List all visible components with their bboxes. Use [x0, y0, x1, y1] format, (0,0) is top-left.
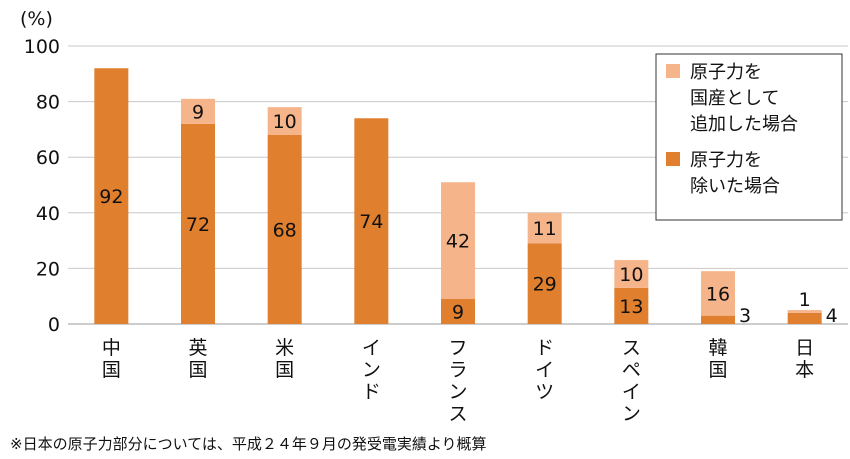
x-tick-label: ツ [535, 381, 554, 403]
bar-base [527, 243, 562, 324]
bar-base [267, 134, 302, 324]
bar-added [181, 98, 215, 124]
x-tick-label: ス [622, 337, 641, 359]
x-tick-label: ラ [448, 359, 467, 381]
data-label-added: 16 [706, 283, 730, 305]
bar-base [701, 315, 735, 324]
x-tick-label: イ [535, 359, 554, 381]
data-label-added: 1 [799, 289, 811, 311]
x-tick-label: ス [448, 403, 467, 425]
legend-box [655, 53, 843, 221]
data-label-added: 10 [619, 264, 643, 286]
y-axis: 0 20 40 60 80 100 [24, 36, 60, 336]
bar-base [354, 118, 389, 324]
y-axis-label: (%) [20, 8, 53, 30]
data-label-base: 9 [452, 301, 464, 323]
bar-base [441, 298, 475, 324]
x-tick-label: 日 [795, 337, 814, 359]
y-tick-label: 40 [36, 203, 60, 225]
bars: 92 72 9 68 10 74 9 42 29 11 13 10 3 16 41 [94, 68, 838, 327]
data-label-base: 72 [186, 214, 210, 236]
x-tick-label: イ [622, 381, 641, 403]
legend-label: 原子力を [690, 150, 762, 171]
bar-added [441, 182, 475, 299]
bar-added [701, 271, 735, 316]
data-label-base: 4 [826, 305, 838, 327]
data-label-base: 3 [739, 305, 751, 327]
x-tick-label: ン [622, 403, 641, 425]
data-label-added: 10 [273, 111, 297, 133]
x-tick-label: ペ [622, 359, 641, 381]
data-label-added: 11 [533, 218, 557, 240]
x-tick-label: 韓 [708, 337, 727, 359]
bar-added [614, 260, 649, 288]
y-tick-label: 60 [36, 147, 60, 169]
x-tick-label: フ [448, 337, 467, 359]
y-tick-label: 80 [36, 92, 60, 114]
legend-label: 除いた場合 [690, 176, 780, 197]
bar-added [267, 107, 302, 135]
data-label-base: 68 [273, 219, 297, 241]
data-label-base: 13 [619, 296, 643, 318]
x-tick-label: ド [535, 337, 554, 359]
x-tick-label: 中 [102, 337, 121, 359]
x-tick-label: 本 [795, 359, 814, 381]
x-tick-label: 米 [275, 337, 294, 359]
x-tick-label: 国 [275, 359, 294, 381]
x-tick-label: 国 [102, 359, 121, 381]
x-tick-label: ド [362, 381, 381, 403]
bar-base [94, 68, 129, 325]
x-tick-label: 国 [188, 359, 207, 381]
data-label-base: 74 [359, 211, 383, 233]
x-tick-label: 国 [708, 359, 727, 381]
data-label-added: 42 [446, 231, 470, 253]
data-label-added: 9 [192, 101, 204, 123]
data-label-base: 29 [533, 274, 557, 296]
x-tick-label: イ [362, 337, 381, 359]
footnote: ※日本の原子力部分については、平成２４年９月の発受電実績より概算 [10, 435, 487, 453]
y-tick-label: 0 [48, 314, 60, 336]
legend-label: 追加した場合 [690, 114, 798, 135]
y-tick-label: 100 [24, 36, 60, 58]
legend-swatch [666, 152, 680, 166]
x-tick-label: ン [448, 381, 467, 403]
legend-label: 国産として [690, 88, 779, 109]
bar-base [614, 287, 649, 324]
x-tick-label: ン [362, 359, 381, 381]
bar-base [181, 123, 215, 324]
y-tick-label: 20 [36, 258, 60, 280]
bar-added [787, 310, 822, 313]
legend-swatch [666, 64, 680, 78]
data-label-base: 92 [99, 186, 123, 208]
x-tick-label: 英 [188, 337, 207, 359]
bar-base [787, 312, 822, 324]
legend-label: 原子力を [690, 62, 762, 83]
bar-added [527, 212, 562, 244]
